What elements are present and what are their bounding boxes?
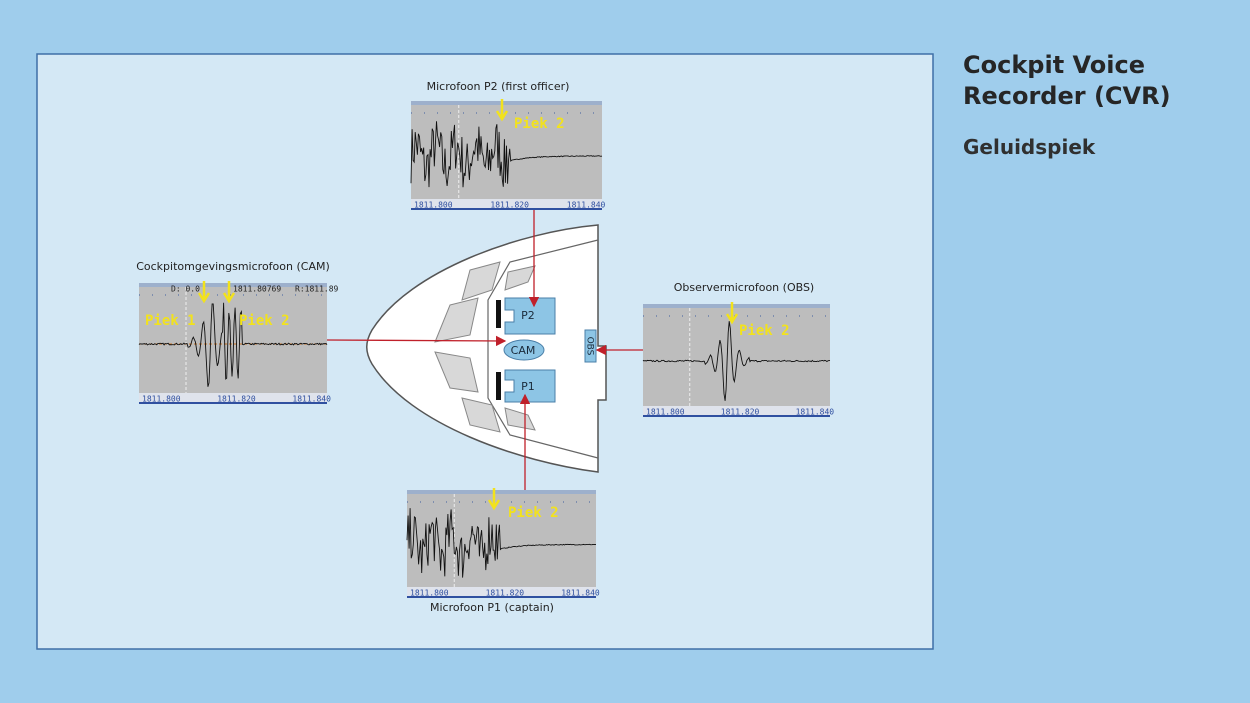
cockpit-label: OBS bbox=[585, 337, 595, 356]
waveform-panel: Microfoon P2 (first officer) 1811.800 1811… bbox=[410, 80, 606, 210]
arrows bbox=[326, 210, 643, 490]
seat-bar bbox=[496, 372, 501, 400]
waveform bbox=[406, 508, 597, 578]
aircraft-nose bbox=[366, 224, 607, 473]
panel-top bbox=[411, 101, 602, 105]
panel-label: Microfoon P1 (captain) bbox=[430, 601, 554, 614]
cam-mic bbox=[503, 339, 545, 361]
cockpit-label: P1 bbox=[521, 380, 535, 393]
axis-label: 1811.800 bbox=[414, 201, 453, 210]
axis-label: 1811.800 bbox=[142, 395, 181, 404]
panel-bottom bbox=[407, 587, 596, 597]
header-text: D: 0.0 bbox=[171, 285, 200, 294]
panel-top bbox=[139, 283, 327, 287]
peak-arrow bbox=[197, 281, 211, 304]
cockpit-label: CAM bbox=[511, 344, 536, 357]
header-text: 1811.80769 bbox=[233, 285, 281, 294]
axis-label: 1811.840 bbox=[292, 395, 331, 404]
panel-bottom bbox=[411, 199, 602, 209]
waveform bbox=[642, 321, 831, 401]
axis-label: 1811.840 bbox=[561, 589, 600, 598]
peak-label: Piek 2 bbox=[239, 313, 290, 329]
slide-title: Cockpit Voice Recorder (CVR) bbox=[963, 51, 1171, 110]
panel-top bbox=[643, 304, 830, 308]
header-text: R:1811.89 bbox=[295, 285, 339, 294]
axis-label: 1811.840 bbox=[796, 408, 835, 417]
peak-arrow bbox=[222, 281, 236, 304]
axis-label: 1811.800 bbox=[410, 589, 449, 598]
waveform-panel: Microfoon P1 (captain) 1811.800 1811.820 18… bbox=[406, 488, 600, 614]
panel-label: Cockpitomgevingsmicrofoon (CAM) bbox=[136, 260, 330, 273]
panel-bg bbox=[407, 490, 596, 597]
panel-bg bbox=[139, 283, 327, 403]
panel-bottom bbox=[139, 393, 327, 403]
axis-label: 1811.840 bbox=[567, 201, 606, 210]
panel-top bbox=[407, 490, 596, 494]
waveform bbox=[138, 302, 328, 387]
panel-bg bbox=[643, 304, 830, 416]
waveform-panel: Cockpitomgevingsmicrofoon (CAM) 1811.800 1… bbox=[136, 260, 339, 404]
cockpit-label: P2 bbox=[521, 309, 535, 322]
panel-label: Observermicrofoon (OBS) bbox=[674, 281, 814, 294]
p2-seat bbox=[504, 297, 556, 335]
panel-label: Microfoon P2 (first officer) bbox=[427, 80, 570, 93]
peak-label: Piek 1 bbox=[145, 313, 196, 329]
peak-arrow bbox=[495, 99, 509, 122]
panel-bottom bbox=[643, 406, 830, 416]
peak-label: Piek 2 bbox=[514, 116, 565, 132]
peak-label: Piek 2 bbox=[739, 323, 790, 339]
axis-label: 1811.820 bbox=[490, 201, 529, 210]
axis-label: 1811.820 bbox=[721, 408, 760, 417]
slide-subtitle: Geluidspiek bbox=[963, 135, 1096, 159]
axis-label: 1811.820 bbox=[486, 589, 525, 598]
peak-arrow bbox=[725, 302, 739, 325]
waveform-panel: Observermicrofoon (OBS) 1811.800 1811.820 1… bbox=[642, 281, 835, 417]
diagram: P2 CAM P1 OBS Microfoon P2 (first office… bbox=[36, 53, 934, 650]
axis-label: 1811.820 bbox=[217, 395, 256, 404]
waveform bbox=[410, 121, 603, 188]
peak-label: Piek 2 bbox=[508, 505, 559, 521]
p1-seat bbox=[504, 369, 556, 403]
peak-arrow bbox=[487, 488, 501, 511]
seat-bar bbox=[496, 300, 501, 328]
axis-label: 1811.800 bbox=[646, 408, 685, 417]
windows bbox=[434, 261, 536, 433]
